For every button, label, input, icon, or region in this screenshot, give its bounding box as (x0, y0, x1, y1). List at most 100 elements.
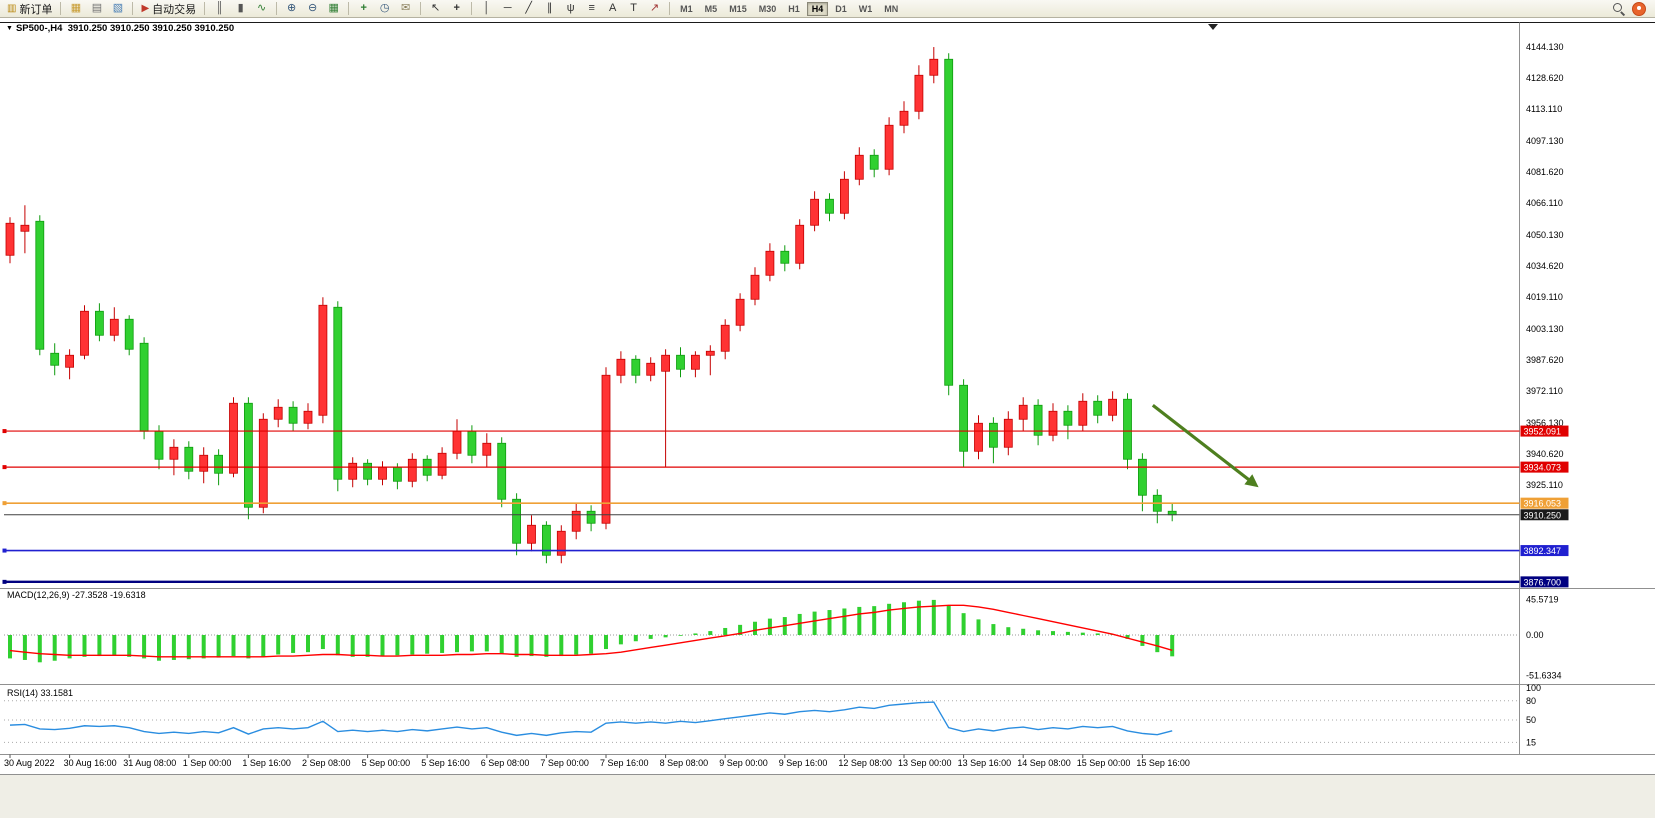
candle (35, 220, 45, 350)
candle (676, 354, 685, 370)
svg-text:7 Sep 00:00: 7 Sep 00:00 (540, 758, 589, 768)
candle (169, 446, 179, 460)
tile-windows-icon[interactable]: ▦ (328, 2, 339, 14)
candle (646, 362, 656, 376)
price-line-label (1520, 461, 1569, 473)
new-order-button-label: 新订单 (19, 3, 53, 16)
toolbar-separator (348, 2, 350, 15)
svg-text:50: 50 (1526, 715, 1536, 725)
hline-icon[interactable]: ─ (503, 2, 512, 14)
svg-text:3940.620: 3940.620 (1526, 449, 1564, 459)
svg-text:12 Sep 08:00: 12 Sep 08:00 (838, 758, 892, 768)
toolbar-separator (420, 2, 422, 15)
notification-icon[interactable] (1632, 1, 1646, 16)
panel-frames (0, 22, 1655, 818)
toolbar-separator (669, 2, 671, 15)
svg-text:3952.091: 3952.091 (1524, 427, 1562, 437)
fibo-icon[interactable]: ≡ (588, 2, 595, 14)
candle (407, 458, 417, 482)
timeframe-m1-button[interactable]: M1 (680, 3, 693, 14)
svg-text:13 Sep 16:00: 13 Sep 16:00 (958, 758, 1012, 768)
zoom-out-icon[interactable]: ⊖ (308, 2, 318, 14)
candle (527, 524, 536, 544)
trend-arrow[interactable] (1151, 403, 1259, 488)
arrows-icon[interactable]: ↗ (650, 2, 660, 14)
candle (348, 462, 358, 480)
autotrading-button[interactable]: ▶ 自动交易 (137, 1, 200, 17)
svg-text:0.00: 0.00 (1526, 630, 1544, 640)
timeframe-d1-button[interactable]: D1 (835, 3, 847, 14)
vline-icon[interactable]: │ (483, 2, 491, 14)
candle (914, 74, 924, 112)
autotrading-button-label: 自动交易 (152, 3, 197, 16)
toolbar-separator (276, 2, 278, 15)
svg-text:4113.110: 4113.110 (1526, 104, 1562, 114)
zoom-in-icon[interactable]: ⊕ (287, 2, 297, 14)
svg-text:100: 100 (1526, 683, 1541, 693)
trendline-icon[interactable]: ╱ (525, 2, 532, 14)
candle (273, 406, 283, 420)
candle (631, 358, 641, 376)
chart-shift-marker (1208, 24, 1218, 30)
candle (705, 350, 715, 356)
pitchfork-icon[interactable]: ψ (566, 2, 575, 14)
candle (482, 442, 492, 456)
timeframe-w1-button[interactable]: W1 (858, 3, 873, 14)
timeframe-m5-button[interactable]: M5 (704, 3, 718, 14)
price-line-label (1520, 576, 1569, 588)
svg-text:8 Sep 08:00: 8 Sep 08:00 (660, 758, 709, 768)
svg-text:4144.130: 4144.130 (1526, 42, 1564, 52)
timeframe-m30-button[interactable]: M30 (758, 3, 777, 14)
line-chart-icon[interactable]: ∿ (257, 2, 267, 14)
macd-panel: 45.5719 0.00 -51.6334 (4, 594, 1562, 680)
svg-text:3925.110: 3925.110 (1526, 480, 1563, 490)
candle (810, 198, 819, 226)
candle (974, 422, 983, 452)
candle (1078, 400, 1088, 426)
search-icon[interactable] (1612, 2, 1625, 15)
toolbar-separator (60, 2, 62, 15)
timeframe-m15-button[interactable]: M15 (729, 3, 747, 14)
svg-text:5 Sep 00:00: 5 Sep 00:00 (362, 758, 411, 768)
timeframe-mn-button[interactable]: MN (884, 3, 899, 14)
clock-icon[interactable]: ◷ (379, 2, 390, 14)
template-icon[interactable]: ✉ (401, 2, 411, 14)
label-icon[interactable]: T (630, 2, 638, 14)
toolbar-separator (471, 2, 473, 15)
preview-icon[interactable]: ▧ (112, 2, 124, 14)
timeframe-h1-button[interactable]: H1 (788, 3, 800, 14)
candle (109, 318, 119, 336)
text-icon[interactable]: A (608, 2, 617, 14)
svg-text:4003.130: 4003.130 (1526, 324, 1564, 334)
candle (184, 446, 194, 472)
indicators-icon[interactable]: + (360, 2, 367, 14)
candle (1167, 510, 1177, 516)
charts-icon[interactable]: ▦ (70, 2, 82, 14)
chart-shift (1208, 24, 1218, 30)
price-line-label (1520, 545, 1569, 557)
svg-text:1 Sep 00:00: 1 Sep 00:00 (183, 758, 232, 768)
svg-text:3987.620: 3987.620 (1526, 355, 1564, 365)
toolbar-separator (204, 2, 206, 15)
bar-chart-icon[interactable]: ║ (215, 2, 224, 14)
chart-area[interactable]: 4144.130 4128.620 4113.110 4097.130 4081.620… (0, 18, 1655, 818)
candle (661, 354, 670, 372)
timeframe-h4-button[interactable]: H4 (806, 1, 829, 16)
candlestick-icon[interactable]: ▮ (237, 2, 244, 14)
svg-text:1 Sep 16:00: 1 Sep 16:00 (242, 758, 291, 768)
candle (586, 510, 596, 524)
candle (5, 222, 15, 256)
channel-icon[interactable]: ∥ (546, 2, 553, 14)
candle (899, 110, 909, 126)
cursor-icon[interactable]: ↖ (431, 2, 441, 14)
new-order-button[interactable]: ▥ 新订单 (3, 1, 56, 17)
crosshair-icon[interactable]: + (453, 2, 460, 14)
svg-text:4050.130: 4050.130 (1526, 230, 1564, 240)
candle (884, 124, 894, 170)
candle (392, 466, 402, 482)
print-icon[interactable]: ▤ (91, 2, 103, 14)
horizontal-lines[interactable] (2, 429, 1520, 584)
candle (258, 418, 268, 508)
candle (243, 402, 253, 508)
candle (1138, 458, 1147, 496)
